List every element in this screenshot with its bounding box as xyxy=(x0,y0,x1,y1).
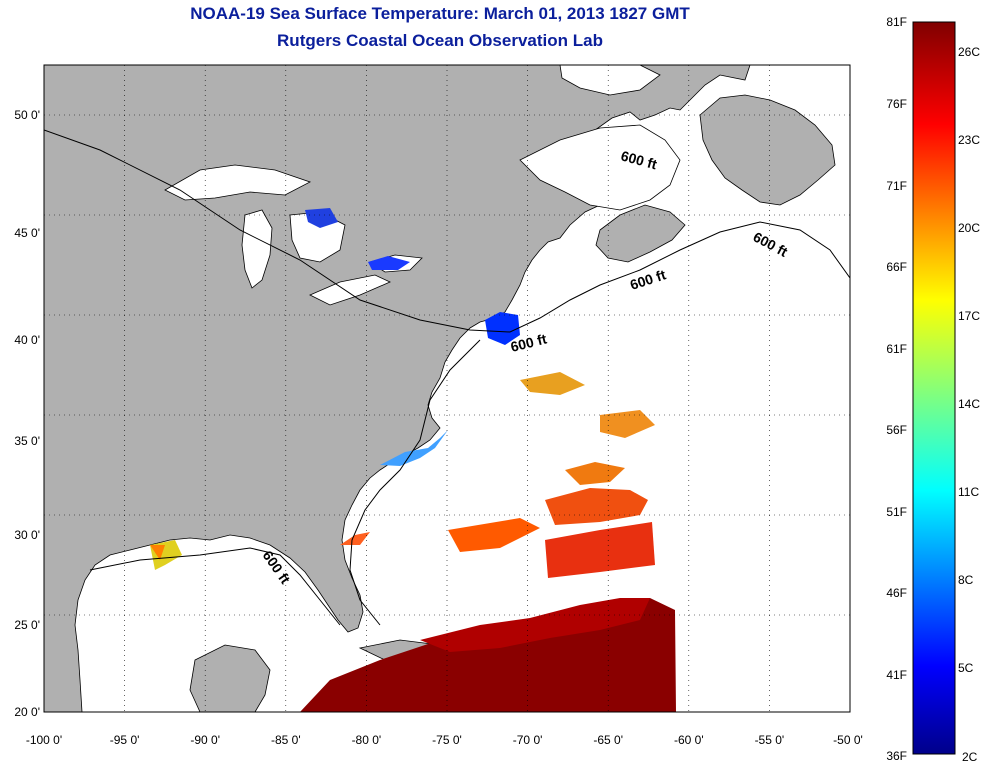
chart-title: NOAA-19 Sea Surface Temperature: March 0… xyxy=(190,4,690,23)
chart-subtitle: Rutgers Coastal Ocean Observation Lab xyxy=(277,31,603,50)
x-tick-label: -50 0' xyxy=(833,733,863,747)
y-tick-label: 25 0' xyxy=(14,618,40,632)
colorbar-f-label: 51F xyxy=(886,505,907,519)
colorbar xyxy=(912,21,956,755)
x-tick-label: -85 0' xyxy=(271,733,301,747)
colorbar-c-label: 5C xyxy=(958,661,974,675)
y-tick-label: 50 0' xyxy=(14,108,40,122)
x-tick-label: -75 0' xyxy=(432,733,462,747)
colorbar-f-label: 71F xyxy=(886,179,907,193)
y-tick-label: 35 0' xyxy=(14,434,40,448)
x-tick-label: -90 0' xyxy=(190,733,220,747)
x-tick-label: -65 0' xyxy=(593,733,623,747)
colorbar-f-label: 46F xyxy=(886,586,907,600)
y-axis-ticks: 50 0' 45 0' 40 0' 35 0' 30 0' 25 0' 20 0… xyxy=(14,108,40,719)
colorbar-c-labels: 26C 23C 20C 17C 14C 11C 8C 5C 2C xyxy=(958,45,980,764)
map-frame xyxy=(43,64,851,713)
colorbar-f-label: 41F xyxy=(886,668,907,682)
hudson-bay xyxy=(559,65,661,96)
y-tick-label: 20 0' xyxy=(14,705,40,719)
colorbar-f-label: 56F xyxy=(886,423,907,437)
colorbar-c-label: 26C xyxy=(958,45,980,59)
colorbar-f-labels: 81F 76F 71F 66F 61F 56F 51F 46F 41F 36F xyxy=(886,15,907,763)
colorbar-c-label: 8C xyxy=(958,573,974,587)
lake-michigan xyxy=(241,209,273,289)
gulf-st-lawrence xyxy=(519,124,681,211)
colorbar-f-label: 66F xyxy=(886,260,907,274)
colorbar-c-label: 11C xyxy=(958,485,979,499)
lake-superior xyxy=(164,164,312,201)
land-yucatan xyxy=(189,644,271,712)
colorbar-c-label: 23C xyxy=(958,133,980,147)
land-nova-scotia xyxy=(595,204,686,263)
x-tick-label: -95 0' xyxy=(110,733,140,747)
colorbar-f-label: 76F xyxy=(886,97,907,111)
colorbar-f-label: 36F xyxy=(886,749,907,763)
y-tick-label: 40 0' xyxy=(14,333,40,347)
x-tick-label: -80 0' xyxy=(352,733,382,747)
sst-data-layer xyxy=(150,208,676,712)
colorbar-c-label: 14C xyxy=(958,397,980,411)
colorbar-c-label: 17C xyxy=(958,309,980,323)
x-tick-label: -60 0' xyxy=(674,733,704,747)
isobath-600ft xyxy=(44,129,850,626)
y-tick-label: 30 0' xyxy=(14,528,40,542)
land-newfoundland xyxy=(699,94,836,206)
x-axis-ticks: -100 0' -95 0' -90 0' -85 0' -80 0' -75 … xyxy=(26,733,863,747)
y-tick-label: 45 0' xyxy=(14,226,40,240)
colorbar-f-label: 81F xyxy=(886,15,907,29)
colorbar-f-label: 61F xyxy=(886,342,907,356)
lake-erie xyxy=(309,274,391,306)
x-tick-label: -55 0' xyxy=(755,733,785,747)
x-tick-label: -70 0' xyxy=(513,733,543,747)
colorbar-c-label: 20C xyxy=(958,221,980,235)
x-tick-label: -100 0' xyxy=(26,733,62,747)
colorbar-c-label: 2C xyxy=(962,750,978,764)
